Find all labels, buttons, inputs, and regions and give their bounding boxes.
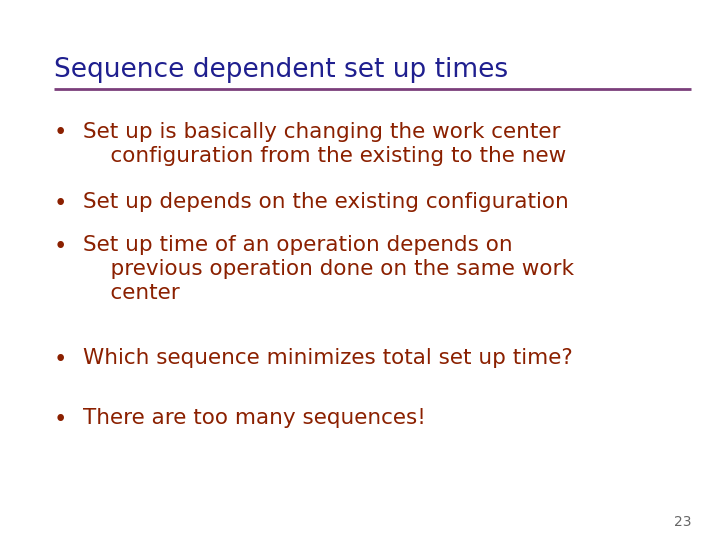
- Text: Set up is basically changing the work center
    configuration from the existing: Set up is basically changing the work ce…: [83, 122, 566, 165]
- Text: •: •: [54, 348, 68, 372]
- Text: •: •: [54, 408, 68, 431]
- Text: 23: 23: [674, 515, 691, 529]
- Text: •: •: [54, 235, 68, 258]
- Text: Set up time of an operation depends on
    previous operation done on the same w: Set up time of an operation depends on p…: [83, 235, 574, 303]
- Text: •: •: [54, 122, 68, 145]
- Text: Set up depends on the existing configuration: Set up depends on the existing configura…: [83, 192, 569, 212]
- Text: •: •: [54, 192, 68, 215]
- Text: There are too many sequences!: There are too many sequences!: [83, 408, 426, 428]
- Text: Which sequence minimizes total set up time?: Which sequence minimizes total set up ti…: [83, 348, 572, 368]
- Text: Sequence dependent set up times: Sequence dependent set up times: [54, 57, 508, 83]
